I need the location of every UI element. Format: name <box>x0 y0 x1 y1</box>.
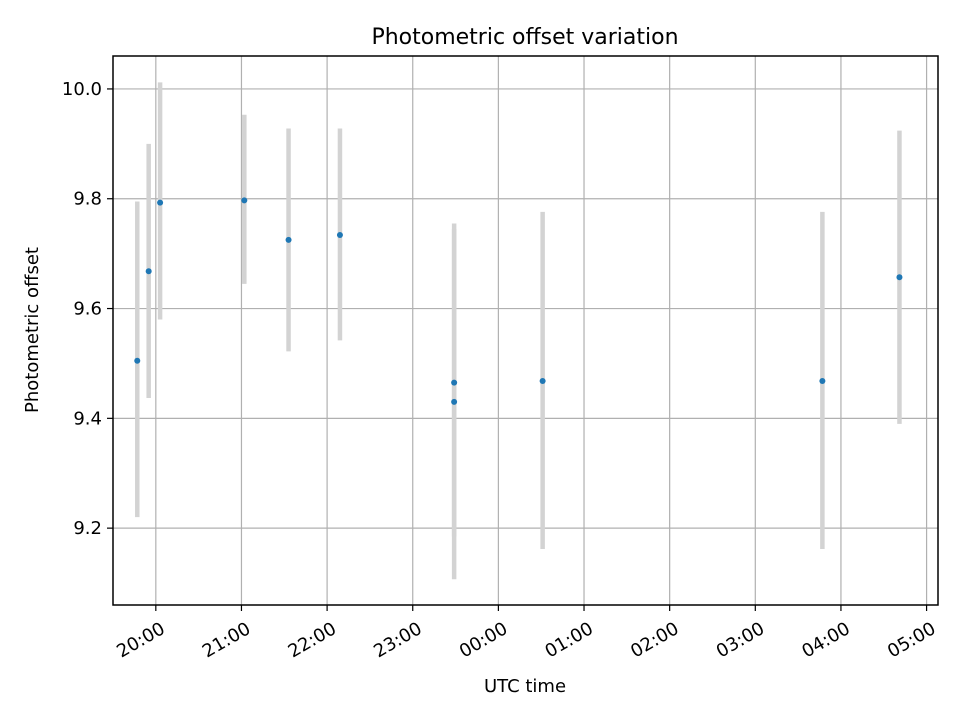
data-point <box>285 236 292 243</box>
y-tick-label: 9.4 <box>73 408 102 429</box>
y-axis: 9.2 9.4 9.6 9.8 10.0 <box>62 79 113 539</box>
data-point <box>336 231 343 238</box>
data-point <box>451 379 458 386</box>
x-axis-label: UTC time <box>484 676 566 697</box>
data-point <box>241 197 248 204</box>
data-point <box>134 357 141 364</box>
data-point <box>157 199 164 206</box>
data-point <box>451 398 458 405</box>
data-point <box>819 378 826 385</box>
y-tick-label: 9.8 <box>73 189 102 210</box>
y-axis-label: Photometric offset <box>22 247 43 413</box>
plot-frame <box>112 55 939 606</box>
y-tick-label: 9.2 <box>73 518 102 539</box>
data-point <box>896 274 903 281</box>
y-tick-label: 9.6 <box>73 299 102 320</box>
y-tick-label: 10.0 <box>62 79 102 100</box>
data-point <box>145 268 152 275</box>
chart-title: Photometric offset variation <box>371 25 678 50</box>
point-layer <box>134 197 903 405</box>
grid-layer <box>113 56 938 605</box>
data-point <box>539 378 546 385</box>
